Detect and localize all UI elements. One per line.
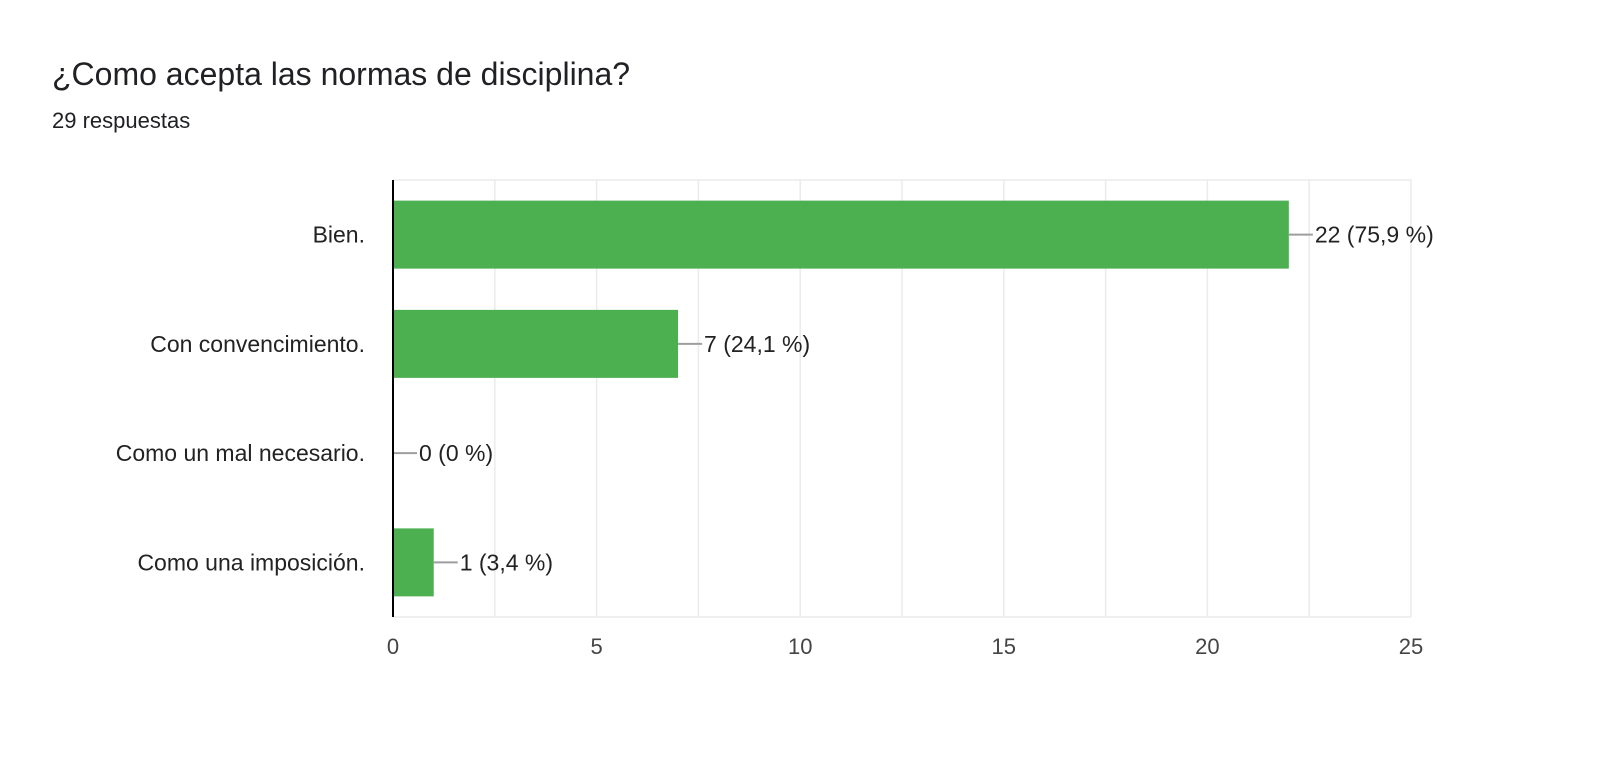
category-label: Bien. — [313, 222, 365, 248]
bar — [393, 200, 1289, 269]
data-label: 22 (75,9 %) — [1315, 222, 1434, 248]
chart-title: ¿Como acepta las normas de disciplina? — [52, 56, 631, 92]
x-tick-label: 0 — [387, 634, 399, 659]
data-label: 0 (0 %) — [419, 440, 493, 466]
category-label: Con convencimiento. — [150, 331, 365, 357]
x-tick-label: 10 — [788, 634, 812, 659]
x-tick-label: 25 — [1399, 634, 1423, 659]
response-count: 29 respuestas — [52, 108, 191, 133]
data-label: 7 (24,1 %) — [704, 331, 810, 357]
category-label: Como una imposición. — [137, 549, 365, 575]
bar — [393, 528, 434, 597]
x-tick-label: 5 — [590, 634, 602, 659]
x-tick-label: 20 — [1195, 634, 1219, 659]
category-label: Como un mal necesario. — [116, 440, 365, 466]
x-tick-label: 15 — [992, 634, 1016, 659]
bar — [393, 309, 679, 378]
data-label: 1 (3,4 %) — [460, 549, 553, 575]
